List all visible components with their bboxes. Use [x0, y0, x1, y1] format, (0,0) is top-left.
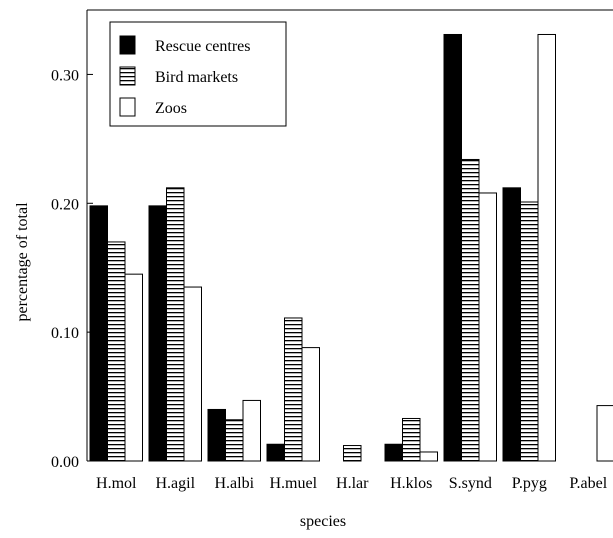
y-tick-label: 0.20: [51, 196, 79, 213]
x-tick-label: H.albi: [214, 475, 254, 492]
x-tick-label: P.pyg: [512, 475, 547, 492]
legend-label: Zoos: [155, 100, 187, 117]
bar-bird-markets-h-mol: [107, 241, 126, 462]
bar-bird-markets-h-klos: [402, 417, 421, 462]
y-tick-label: 0.00: [51, 454, 79, 471]
legend-label: Rescue centres: [155, 38, 251, 55]
x-axis-label: species: [300, 513, 346, 530]
legend-swatch-zoos: [119, 97, 136, 117]
plot-frame: [86, 9, 613, 461]
x-tick-label: H.agil: [155, 475, 195, 492]
bar-bird-markets-s-synd: [461, 158, 480, 462]
bar-zoos-h-agil: [183, 286, 202, 462]
bar-bird-markets-h-agil: [166, 187, 185, 462]
legend-swatch-bird-markets: [119, 66, 136, 86]
bar-rescue-centres-h-agil: [148, 205, 167, 462]
x-tick-label: H.mol: [96, 475, 137, 492]
bar-zoos-h-muel: [301, 347, 320, 462]
x-tick-label: H.klos: [390, 475, 432, 492]
x-axis: H.mol H.agil H.albi H.muel H.lar H.klos S.synd…: [96, 475, 608, 492]
x-tick-label: S.synd: [449, 475, 492, 492]
legend-label: Bird markets: [155, 69, 238, 86]
y-axis: 0.00 0.10 0.20 0.30: [51, 67, 93, 471]
bar-bird-markets-p-pyg: [520, 201, 539, 462]
legend: Rescue centres Bird markets Zoos: [109, 21, 287, 127]
legend-box: [109, 21, 287, 127]
bar-rescue-centres-p-pyg: [502, 187, 521, 462]
y-tick-label: 0.10: [51, 325, 79, 342]
bar-bird-markets-h-lar: [343, 445, 362, 462]
bar-zoos-h-mol: [124, 273, 143, 462]
bar-bird-markets-h-albi: [225, 419, 244, 462]
y-tick-label: 0.30: [51, 67, 79, 84]
bar-rescue-centres-h-mol: [89, 205, 108, 462]
legend-swatch-rescue-centres: [119, 35, 136, 55]
bar-bird-markets-h-muel: [284, 317, 303, 462]
bar-zoos-h-klos: [419, 451, 438, 462]
bar-zoos-p-pyg: [537, 33, 556, 462]
y-axis-label: percentage of total: [14, 202, 31, 322]
x-tick-label: H.lar: [336, 475, 369, 492]
bar-zoos-h-albi: [242, 399, 261, 462]
bar-rescue-centres-h-klos: [384, 443, 403, 462]
bar-rescue-centres-s-synd: [443, 33, 462, 462]
bar-zoos-s-synd: [478, 192, 497, 462]
x-tick-label: P.abel: [569, 475, 607, 492]
bars: [89, 33, 613, 462]
bar-rescue-centres-h-muel: [266, 443, 285, 462]
x-tick-label: H.muel: [269, 475, 317, 492]
bar-zoos-p-abel: [596, 405, 613, 462]
bar-rescue-centres-h-albi: [207, 408, 226, 462]
